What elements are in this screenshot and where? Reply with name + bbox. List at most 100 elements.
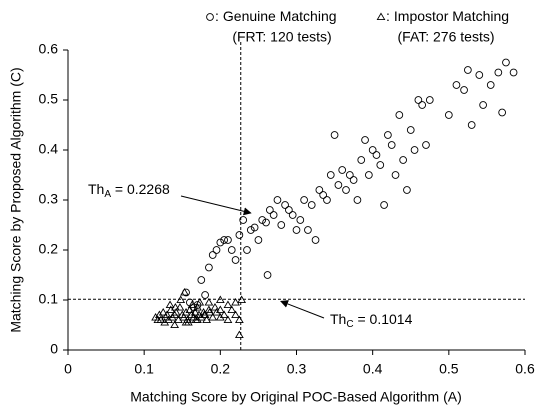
point <box>197 276 206 284</box>
point <box>384 131 392 139</box>
point <box>345 171 354 179</box>
point <box>231 310 240 318</box>
point <box>391 171 400 179</box>
point <box>353 196 362 204</box>
point <box>220 236 228 244</box>
point <box>300 196 308 204</box>
point <box>235 231 244 239</box>
point <box>258 216 267 224</box>
point <box>399 156 407 164</box>
point <box>239 216 248 224</box>
y-tick-label: 0.5 <box>39 91 59 107</box>
point <box>418 101 427 109</box>
point <box>263 271 272 279</box>
point <box>202 315 212 323</box>
point <box>285 206 293 214</box>
point <box>181 318 191 326</box>
point <box>296 216 305 224</box>
x-tick-label: 0.2 <box>211 361 231 377</box>
point <box>208 251 217 259</box>
point <box>380 201 388 209</box>
threshold-name: Th <box>88 181 104 197</box>
point <box>231 298 240 306</box>
point <box>311 236 320 244</box>
x-tick-label: 0 <box>64 361 72 377</box>
y-tick-label: 0.2 <box>39 241 59 257</box>
point <box>215 313 225 321</box>
point <box>195 298 205 306</box>
point <box>201 291 209 299</box>
point <box>243 246 251 254</box>
point <box>180 288 189 296</box>
point <box>171 303 180 311</box>
legend-label: : Genuine Matching <box>215 8 337 24</box>
point <box>158 308 168 316</box>
point <box>210 303 220 311</box>
point <box>167 313 177 321</box>
threshold-value: = 0.2268 <box>111 181 170 197</box>
point <box>250 223 259 232</box>
point <box>460 86 468 94</box>
point <box>330 131 339 139</box>
point <box>216 238 225 247</box>
point <box>277 221 286 229</box>
point <box>425 96 434 104</box>
point <box>205 308 215 316</box>
point <box>444 111 453 119</box>
point <box>231 256 240 264</box>
point <box>467 121 476 129</box>
y-axis-label: Matching Score by Proposed Algorithm (C) <box>8 67 24 332</box>
point <box>155 310 164 318</box>
point <box>292 226 301 234</box>
point <box>164 315 173 323</box>
point <box>171 308 181 316</box>
point <box>376 161 385 169</box>
point <box>368 146 377 154</box>
point <box>387 141 396 149</box>
point <box>281 201 289 209</box>
point <box>196 313 206 321</box>
point <box>262 218 270 227</box>
legend-label: : Impostor Matching <box>386 8 509 24</box>
legend-note: (FAT: 276 tests) <box>398 29 495 45</box>
point <box>227 305 237 313</box>
point <box>452 81 461 89</box>
y-tick-label: 0.4 <box>39 141 59 157</box>
point <box>315 186 324 194</box>
point <box>414 96 423 104</box>
point <box>212 308 221 316</box>
point <box>181 308 191 316</box>
x-axis-label: Matching Score by Original POC-Based Alg… <box>130 389 461 405</box>
point <box>410 146 419 154</box>
point <box>334 181 343 189</box>
point <box>307 201 316 209</box>
point <box>227 246 236 254</box>
point <box>254 236 263 244</box>
point <box>179 313 189 321</box>
legend-marker <box>376 12 386 20</box>
point <box>372 151 381 159</box>
point <box>338 166 347 174</box>
point <box>205 263 213 272</box>
point <box>319 191 328 199</box>
point <box>224 236 232 244</box>
point <box>185 305 195 313</box>
point <box>234 330 244 338</box>
point <box>175 303 185 311</box>
point <box>486 81 495 89</box>
point <box>215 305 225 313</box>
point <box>357 156 366 164</box>
point <box>204 305 214 313</box>
x-tick-label: 0.4 <box>363 361 383 377</box>
y-tick-label: 0 <box>50 341 58 357</box>
x-tick-label: 0.1 <box>134 361 154 377</box>
point <box>208 313 218 321</box>
point <box>365 171 373 179</box>
legend-name: Impostor Matching <box>394 8 509 24</box>
point <box>304 226 312 234</box>
threshold-subscript: C <box>346 319 353 330</box>
point <box>190 308 200 316</box>
legend-note: (FRT: 120 tests) <box>232 29 331 45</box>
threshold-label: ThA = 0.2268 <box>88 181 170 200</box>
